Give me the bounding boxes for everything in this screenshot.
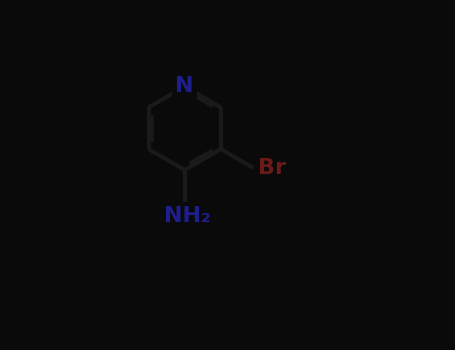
Text: NH₂: NH₂ xyxy=(164,206,211,226)
Text: Br: Br xyxy=(258,158,286,178)
Text: N: N xyxy=(176,76,194,97)
